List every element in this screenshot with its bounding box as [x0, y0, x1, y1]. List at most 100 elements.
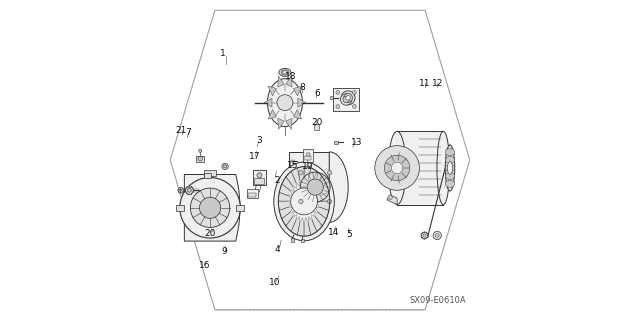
Text: 6: 6: [314, 89, 320, 98]
Polygon shape: [316, 192, 330, 201]
Bar: [333, 88, 359, 111]
Text: 8: 8: [299, 83, 305, 92]
Text: 16: 16: [198, 261, 210, 270]
Polygon shape: [279, 184, 293, 196]
Circle shape: [423, 234, 426, 237]
Polygon shape: [314, 177, 326, 191]
Polygon shape: [286, 118, 292, 129]
Polygon shape: [298, 167, 304, 185]
Polygon shape: [291, 217, 300, 235]
Bar: [397, 131, 444, 204]
Text: 15: 15: [287, 161, 299, 170]
Polygon shape: [278, 118, 284, 129]
Bar: [254, 179, 264, 184]
Polygon shape: [316, 207, 329, 219]
Circle shape: [180, 178, 241, 238]
Circle shape: [353, 91, 356, 94]
Polygon shape: [304, 218, 311, 236]
Text: 3: 3: [257, 136, 262, 145]
Polygon shape: [268, 109, 276, 119]
Polygon shape: [298, 98, 306, 107]
Circle shape: [340, 94, 352, 105]
Bar: [330, 96, 333, 100]
Circle shape: [353, 105, 356, 108]
Bar: [305, 156, 312, 160]
Polygon shape: [264, 98, 272, 107]
Polygon shape: [314, 212, 326, 226]
Text: 20: 20: [311, 118, 323, 127]
Polygon shape: [291, 168, 300, 186]
Text: 11: 11: [419, 79, 431, 88]
Circle shape: [421, 232, 428, 239]
Polygon shape: [180, 188, 183, 190]
Polygon shape: [282, 212, 294, 226]
Ellipse shape: [445, 148, 455, 156]
Polygon shape: [286, 76, 292, 87]
Ellipse shape: [447, 162, 452, 174]
Circle shape: [392, 162, 403, 174]
Circle shape: [277, 95, 293, 111]
Polygon shape: [278, 201, 292, 211]
Polygon shape: [289, 152, 329, 222]
Ellipse shape: [445, 180, 455, 188]
Polygon shape: [282, 177, 294, 191]
Polygon shape: [329, 152, 348, 222]
Polygon shape: [312, 171, 323, 188]
Text: 12: 12: [432, 79, 444, 88]
Circle shape: [433, 231, 442, 240]
Text: 21: 21: [176, 126, 187, 135]
Text: 19: 19: [302, 162, 314, 171]
Polygon shape: [278, 192, 292, 201]
Bar: [291, 238, 294, 242]
Polygon shape: [387, 195, 397, 204]
Bar: [204, 173, 211, 178]
Ellipse shape: [445, 164, 455, 172]
Ellipse shape: [388, 131, 406, 204]
Polygon shape: [316, 184, 329, 196]
Ellipse shape: [445, 156, 455, 164]
Text: SX09-E0610A: SX09-E0610A: [410, 296, 466, 305]
Circle shape: [336, 105, 340, 108]
Text: 13: 13: [351, 138, 362, 147]
Circle shape: [327, 199, 332, 204]
Circle shape: [200, 197, 221, 218]
Text: 10: 10: [269, 278, 280, 287]
Polygon shape: [179, 189, 180, 192]
Circle shape: [343, 96, 349, 103]
Circle shape: [375, 146, 419, 190]
Polygon shape: [316, 201, 330, 211]
Polygon shape: [179, 190, 180, 193]
Ellipse shape: [268, 79, 303, 126]
Polygon shape: [184, 174, 241, 241]
Bar: [303, 149, 314, 162]
Circle shape: [291, 188, 317, 215]
Polygon shape: [180, 189, 183, 192]
Bar: [301, 239, 304, 242]
Ellipse shape: [437, 131, 450, 204]
Polygon shape: [179, 188, 180, 190]
Bar: [236, 204, 244, 211]
Circle shape: [191, 188, 230, 228]
Bar: [253, 170, 266, 186]
Ellipse shape: [274, 162, 334, 241]
Circle shape: [300, 172, 330, 202]
Circle shape: [257, 173, 262, 178]
Circle shape: [188, 188, 191, 192]
Circle shape: [336, 91, 340, 94]
Polygon shape: [308, 168, 317, 186]
Circle shape: [341, 91, 355, 105]
Circle shape: [307, 179, 323, 195]
Ellipse shape: [283, 71, 287, 74]
Text: 2: 2: [274, 176, 280, 185]
Polygon shape: [294, 109, 301, 119]
Circle shape: [198, 149, 202, 152]
Circle shape: [385, 155, 410, 181]
Bar: [247, 189, 257, 198]
Circle shape: [299, 199, 303, 204]
Text: 20: 20: [204, 229, 216, 238]
Bar: [248, 194, 256, 197]
Circle shape: [223, 165, 227, 168]
Circle shape: [435, 234, 439, 237]
Text: 7: 7: [185, 128, 191, 137]
Polygon shape: [278, 76, 284, 87]
